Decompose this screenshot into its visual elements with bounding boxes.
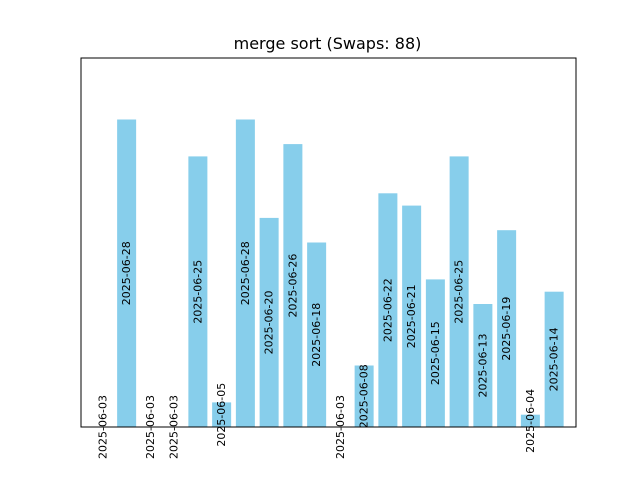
bar [235, 119, 255, 427]
bar-label: 2025-06-14 [548, 327, 561, 391]
plot-frame [80, 57, 577, 428]
bar-label: 2025-06-20 [263, 290, 276, 354]
bar-label: 2025-06-19 [500, 297, 513, 361]
bar-label: 2025-06-18 [310, 303, 323, 367]
bar-label: 2025-06-22 [381, 278, 394, 342]
bar [520, 414, 540, 427]
bar [212, 402, 232, 427]
bar-label: 2025-06-05 [215, 383, 228, 447]
bar [117, 119, 137, 427]
bar-group [117, 119, 564, 427]
bar [425, 279, 445, 427]
bar-label: 2025-06-26 [286, 254, 299, 318]
bar-label: 2025-06-13 [476, 334, 489, 398]
bar [354, 365, 374, 427]
bar [449, 156, 469, 427]
bar-label: 2025-06-08 [358, 364, 371, 428]
bar [283, 144, 303, 427]
bar [259, 217, 279, 427]
bar-label: 2025-06-21 [405, 284, 418, 348]
bar [497, 230, 517, 427]
bar-label: 2025-06-25 [453, 260, 466, 324]
bar [473, 304, 493, 427]
bar-label: 2025-06-04 [524, 389, 537, 453]
bar [307, 242, 327, 427]
chart-title: merge sort (Swaps: 88) [234, 34, 422, 53]
bar-label: 2025-06-15 [429, 321, 442, 385]
bar [188, 156, 208, 427]
bar-label: 2025-06-28 [239, 241, 252, 305]
bar-label: 2025-06-28 [120, 241, 133, 305]
bar-label: 2025-06-25 [191, 260, 204, 324]
bar [402, 205, 422, 427]
bar [544, 291, 564, 427]
bar [378, 193, 398, 427]
